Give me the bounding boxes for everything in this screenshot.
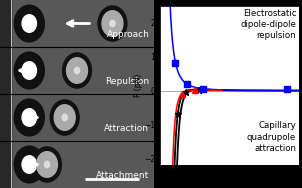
Text: Attachment: Attachment [96, 171, 149, 180]
Circle shape [22, 15, 37, 32]
Bar [0, 94, 154, 141]
Circle shape [22, 156, 37, 173]
Bar [0, 94, 11, 141]
Circle shape [110, 20, 115, 27]
Circle shape [14, 52, 44, 89]
X-axis label: r-2a (μm): r-2a (μm) [212, 182, 247, 188]
Bar [0, 0, 11, 47]
Y-axis label: F (pN): F (pN) [134, 74, 143, 97]
Circle shape [14, 99, 44, 136]
Circle shape [50, 100, 79, 135]
Circle shape [102, 11, 123, 36]
Circle shape [66, 58, 88, 83]
Circle shape [98, 6, 127, 41]
Bar [0, 47, 154, 94]
Text: Electrostatic
dipole-dipole
repulsion: Electrostatic dipole-dipole repulsion [240, 9, 296, 40]
Bar [0, 141, 154, 188]
Bar [0, 0, 154, 47]
Circle shape [62, 114, 67, 121]
Circle shape [37, 152, 57, 177]
Bar [0, 141, 11, 188]
Circle shape [14, 146, 44, 183]
Circle shape [33, 147, 61, 182]
Text: Approach: Approach [107, 30, 149, 39]
Circle shape [63, 53, 92, 88]
Text: Capillary
quadrupole
attraction: Capillary quadrupole attraction [247, 121, 296, 153]
Bar [0, 47, 11, 94]
Circle shape [44, 161, 50, 168]
Circle shape [22, 109, 37, 126]
Circle shape [74, 67, 80, 74]
Circle shape [22, 62, 37, 79]
Text: Attraction: Attraction [104, 124, 149, 133]
Text: Repulsion: Repulsion [105, 77, 149, 86]
Circle shape [14, 5, 44, 42]
Circle shape [54, 105, 75, 130]
